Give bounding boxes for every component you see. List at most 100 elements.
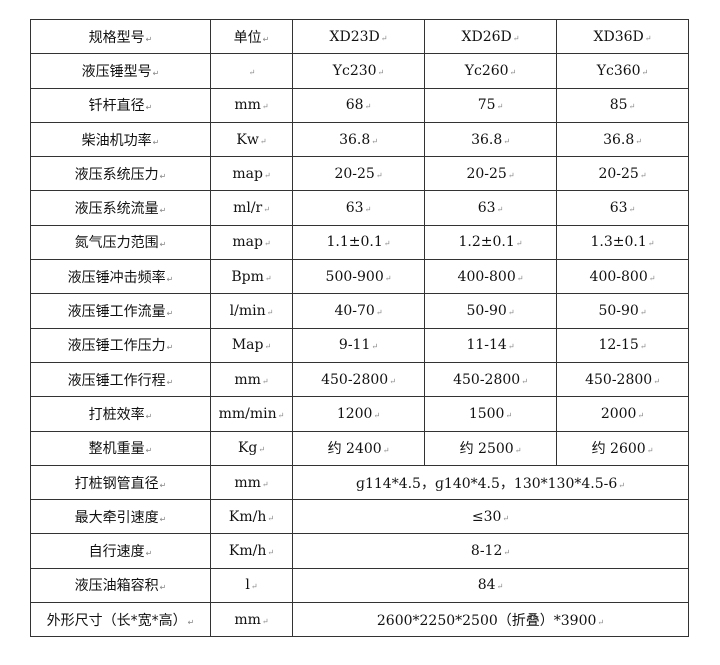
row-value-text: 50-90 [466,303,514,319]
row-value-text: 12-15 [598,337,646,353]
row-value-text: 68 [346,97,372,113]
row-value-text: 约 2400 [328,441,390,457]
table-row: 液压锤型号 Yc230 Yc260 Yc360 [30,53,689,89]
row-value-text: 1.3±0.1 [591,234,655,250]
row-unit: Km/h [210,533,293,569]
row-value-text: 11-14 [466,337,514,353]
row-value-text: Yc360 [597,63,649,79]
row-unit-text: l [245,577,257,593]
row-value: 63 [292,190,425,226]
row-value: 36.8 [556,121,689,158]
row-value: ɡ114*4.5，ɡ140*4.5，130*130*4.5-6 [292,464,689,501]
row-label: 柴油机功率 [30,121,211,158]
row-value: ≤30 [292,499,689,535]
row-label-text: 液压锤工作流量 [68,304,174,320]
table-row: 液压锤冲击频率 Bpm 500-900 400-800 400-800 [30,259,689,295]
row-unit: map [210,224,293,261]
row-value: 63 [424,190,557,226]
row-value-text: 40-70 [334,303,382,319]
row-value-text: 9-11 [339,337,378,353]
row-label-text: 液压锤冲击频率 [68,270,174,286]
header-row: 规格型号 单位 XD23D XD26D XD36D [30,18,689,55]
row-value: 50-90 [424,293,557,329]
row-label: 打桩钢管直径 [30,464,211,501]
row-unit: mm [210,464,293,501]
table-row: 液压系统流量 ml/r 63 63 63 [30,190,689,226]
row-value: 1500 [424,396,557,432]
row-value: 400-800 [556,259,689,295]
row-unit: mm/min [210,396,293,432]
row-value: 20-25 [292,156,425,192]
table-row-merged: 打桩钢管直径 mm ɡ114*4.5，ɡ140*4.5，130*130*4.5-6 [30,464,689,501]
row-label: 打桩效率 [30,396,211,432]
row-value-text: 50-90 [598,303,646,319]
row-unit-text: l/min [230,303,274,319]
table-row-merged: 自行速度 Km/h 8-12 [30,533,689,569]
row-value: 84 [292,567,689,604]
row-unit: map [210,156,293,192]
row-value-text: Yc230 [333,63,385,79]
table-row-merged: 外形尺寸（长*宽*高） mm 2600*2250*2500（折叠）*3900 [30,602,689,638]
row-value: Yc360 [556,53,689,89]
row-value: 8-12 [292,533,689,569]
row-value: 约 2400 [292,430,425,466]
row-label-text: 整机重量 [89,441,153,457]
row-unit-text: mm [234,475,268,491]
row-value-text: 400-800 [458,269,524,285]
row-value: 40-70 [292,293,425,329]
row-value: 11-14 [424,327,557,363]
row-value: 400-800 [424,259,557,295]
row-value: 2600*2250*2500（折叠）*3900 [292,602,689,638]
row-unit: Kw [210,121,293,158]
row-value-text: 75 [478,97,504,113]
table-row: 液压锤工作压力 Map 9-11 11-14 12-15 [30,327,689,363]
row-value-text: ≤30 [472,509,509,525]
table-row: 液压锤工作行程 mm 450-2800 450-2800 450-2800 [30,361,689,398]
row-label-text: 氮气压力范围 [75,235,167,251]
row-label-text: 液压锤型号 [82,64,160,80]
row-value-text: ɡ114*4.5，ɡ140*4.5，130*130*4.5-6 [356,476,625,492]
row-value-text: 1.2±0.1 [459,234,523,250]
row-value: 85 [556,87,689,123]
row-label: 液压锤工作行程 [30,361,211,398]
row-value-text: 2600*2250*2500（折叠）*3900 [377,613,604,629]
row-label-text: 外形尺寸（长*宽*高） [47,613,195,629]
row-value-text: 63 [610,200,636,216]
row-unit-text: Bpm [231,269,271,285]
row-label-text: 打桩效率 [89,407,153,423]
row-value-text: 63 [346,200,372,216]
row-label-text: 液压锤工作行程 [68,373,174,389]
row-unit: Bpm [210,259,293,295]
header-model: XD36D [556,18,689,55]
row-label-text: 液压锤工作压力 [68,338,174,354]
row-label: 液压锤型号 [30,53,211,89]
row-value: 2000 [556,396,689,432]
row-value: 450-2800 [424,361,557,398]
row-value: Yc230 [292,53,425,89]
header-label: 规格型号 [30,18,211,55]
row-unit [210,53,293,89]
row-value: 36.8 [424,121,557,158]
row-value: 约 2500 [424,430,557,466]
row-label: 液压锤冲击频率 [30,259,211,295]
row-unit: ml/r [210,190,293,226]
row-unit-text: map [232,166,270,182]
row-unit-text: mm [234,612,268,628]
row-unit-text [248,63,256,79]
row-unit-text: Map [232,337,271,353]
row-value-text: 约 2500 [460,441,522,457]
table-row: 柴油机功率 Kw 36.8 36.8 36.8 [30,121,689,158]
row-value-text: 36.8 [471,132,510,148]
row-value-text: 1.1±0.1 [327,234,391,250]
row-unit-text: mm [234,372,268,388]
row-value: 20-25 [556,156,689,192]
row-label-text: 钎杆直径 [89,98,153,114]
row-value-text: 约 2600 [592,441,654,457]
row-value-text: 1200 [337,406,380,422]
row-label: 整机重量 [30,430,211,466]
table-row: 液压锤工作流量 l/min 40-70 50-90 50-90 [30,293,689,329]
row-unit: l [210,567,293,604]
row-unit-text: map [232,234,270,250]
row-unit-text: Km/h [229,543,274,559]
row-label-text: 液压系统流量 [75,201,167,217]
